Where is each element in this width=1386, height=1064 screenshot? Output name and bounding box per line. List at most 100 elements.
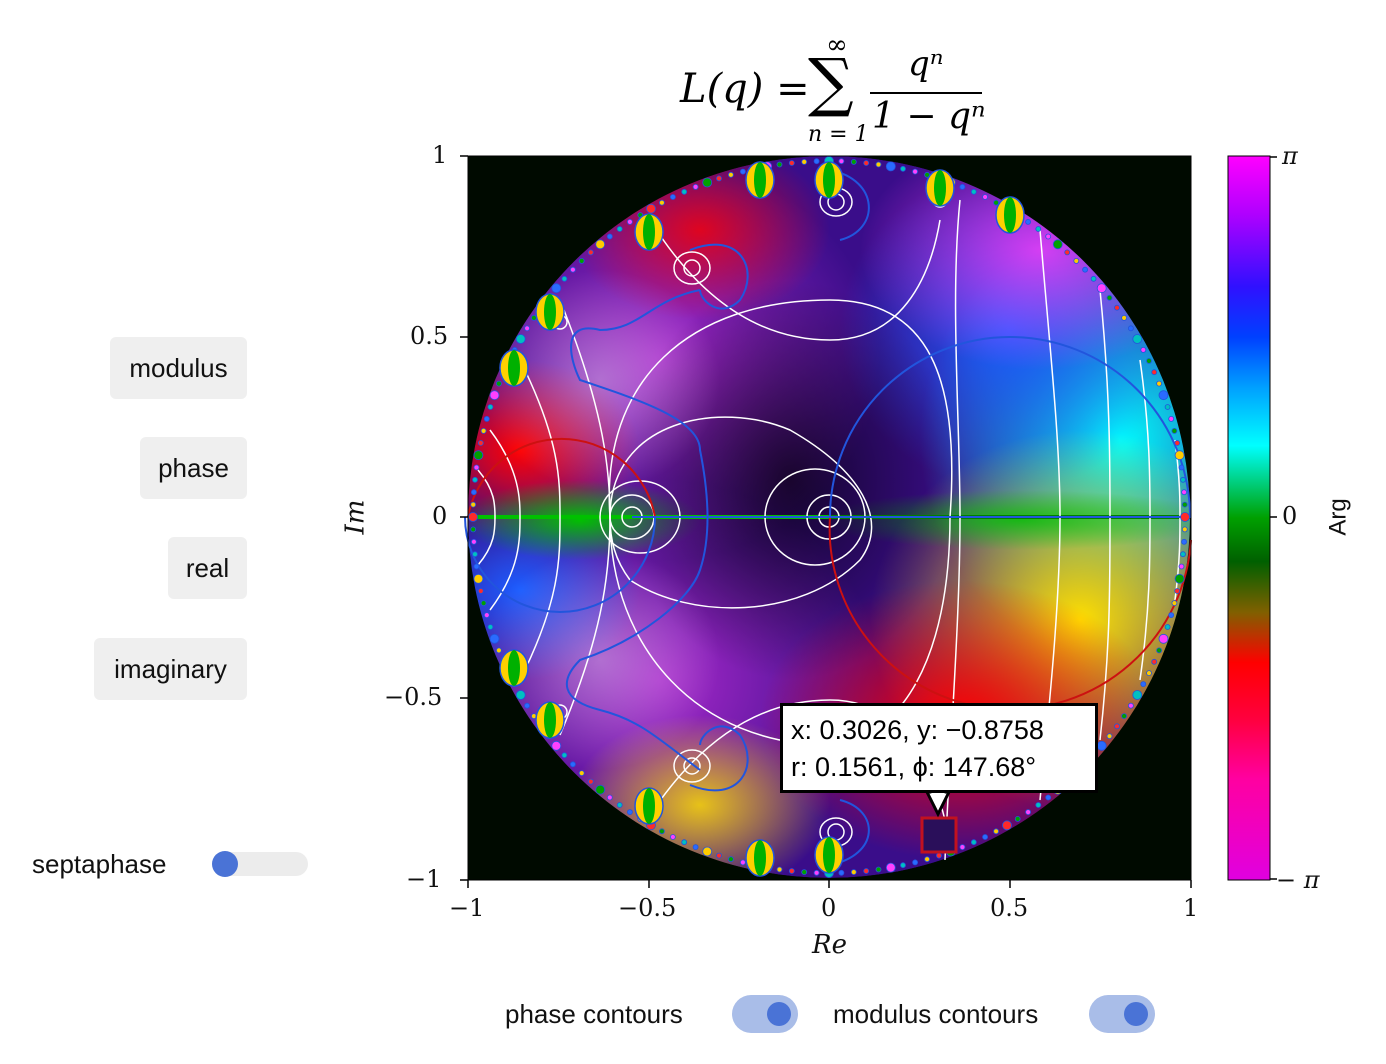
modulus-button[interactable]: modulus [110,337,247,399]
boundary-pole [813,158,820,165]
boundary-pole [1178,464,1185,471]
boundary-pole [863,868,870,874]
boundary-pole [616,226,623,232]
septaphase-slider[interactable] [212,851,308,877]
title-numerator: qⁿ [908,44,944,84]
boundary-pole [561,752,568,759]
boundary-pole [489,390,500,401]
boundary-pole [1025,218,1031,225]
pole-swirl-core [1004,197,1016,233]
pole-swirl-core [544,294,556,330]
pole-swirl-core [823,162,835,198]
boundary-pole [551,740,562,751]
boundary-pole [606,794,613,801]
septaphase-slider-knob[interactable] [212,851,238,877]
boundary-pole [1181,538,1187,545]
boundary-pole [659,199,665,206]
phase-contours-toggle[interactable] [732,995,798,1033]
boundary-pole [587,778,594,785]
boundary-pole [627,218,633,225]
boundary-pole [606,233,613,240]
x-tick-label: −1 [449,894,485,922]
boundary-pole [551,283,562,294]
boundary-pole [670,194,676,200]
boundary-pole [728,856,734,863]
boundary-pole [477,440,484,446]
boundary-pole [900,165,906,172]
boundary-pole [788,160,795,166]
boundary-pole [670,834,676,840]
hover-marker[interactable] [920,816,958,854]
boundary-pole [1132,334,1143,344]
boundary-pole [875,161,882,168]
boundary-pole [1096,740,1107,751]
boundary-pole [692,183,699,190]
boundary-pole [801,158,808,165]
colorbar [1227,155,1271,881]
boundary-pole [863,160,870,166]
boundary-pole [477,588,484,594]
pole-swirl-core [754,840,766,876]
boundary-pole [959,844,966,850]
colorbar-tick-label: π [1282,142,1298,170]
boundary-pole [570,266,576,273]
boundary-pole [776,866,783,873]
boundary-pole [473,573,484,584]
imaginary-button[interactable]: imaginary [94,638,247,700]
boundary-pole [1151,658,1158,665]
boundary-pole [1174,573,1185,584]
title-sum-upper: ∞ [826,30,848,60]
boundary-pole [487,404,494,410]
boundary-pole [1140,681,1147,687]
boundary-pole [728,171,734,178]
boundary-pole [1121,713,1127,719]
modulus-contours-toggle-knob[interactable] [1124,1002,1148,1026]
y-tick-label: 0.5 [410,322,449,350]
boundary-pole [788,868,795,874]
boundary-pole [524,702,530,709]
title-sum-lower: n = 1 [808,122,869,147]
boundary-pole [838,158,845,165]
boundary-pole [1174,450,1185,461]
boundary-pole [1025,809,1031,815]
y-axis-ticks [460,155,468,881]
boundary-pole [483,415,490,422]
phase-contours-label: phase contours [505,999,683,1029]
plot-title: L(q) = ∞ ∑ n = 1 qⁿ 1 − qⁿ [680,30,1000,150]
boundary-pole [982,834,988,840]
boundary-pole [1014,816,1021,822]
boundary-pole [1002,820,1012,831]
boundary-pole [716,852,722,859]
x-tick-label: −0.5 [618,894,677,922]
boundary-pole [489,633,500,644]
septaphase-label: septaphase [32,849,167,879]
boundary-pole [1035,802,1042,808]
boundary-pole [850,869,857,875]
modulus-contours-toggle[interactable] [1089,995,1155,1033]
real-button[interactable]: real [168,537,247,599]
boundary-pole [1096,283,1107,294]
phase-button[interactable]: phase [140,437,247,499]
boundary-pole [1106,733,1113,740]
boundary-pole [480,600,487,606]
boundary-pole [578,770,585,776]
x-tick-label: 1 [1183,894,1199,922]
boundary-pole [487,624,494,630]
tooltip-pointer-fill [929,788,947,808]
boundary-pole [468,512,478,522]
boundary-pole [970,839,977,846]
boundary-pole [561,275,568,282]
boundary-pole [1114,304,1120,311]
boundary-pole [578,257,585,264]
boundary-pole [470,489,477,496]
boundary-pole [1045,233,1052,240]
boundary-pole [838,869,845,876]
pole-swirl-core [544,702,556,738]
boundary-pole [681,839,688,846]
phase-contours-toggle-knob[interactable] [767,1002,791,1026]
boundary-pole [885,161,896,172]
boundary-pole [483,612,490,618]
boundary-pole [646,203,656,214]
x-tick-label: 0.5 [990,894,1029,922]
